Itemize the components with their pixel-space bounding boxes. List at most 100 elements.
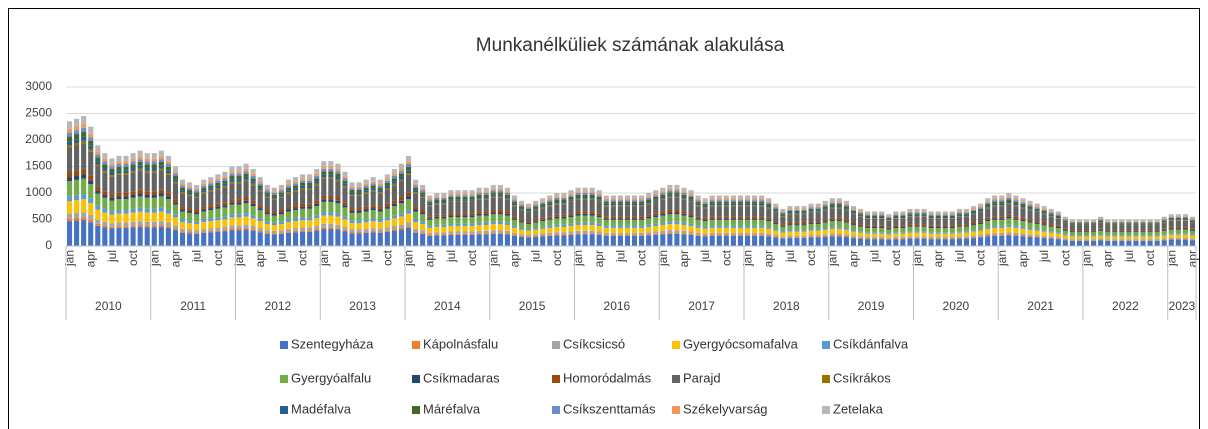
bar-segment: [928, 228, 934, 233]
bar-segment: [137, 196, 143, 208]
bar-segment: [660, 234, 666, 246]
bar-segment: [794, 238, 800, 246]
bar-segment: [144, 208, 150, 213]
bar-segment: [285, 232, 292, 246]
bar-segment: [201, 222, 207, 229]
bar-segment: [1034, 210, 1040, 212]
bar-segment: [328, 227, 334, 230]
bar-segment: [236, 199, 242, 203]
bar-segment: [490, 196, 496, 198]
bar-segment: [391, 175, 397, 179]
bar-segment: [1161, 222, 1167, 229]
bar-segment: [123, 192, 129, 197]
bar-segment: [907, 232, 913, 237]
bar-segment: [285, 187, 292, 191]
bar-segment: [1048, 224, 1054, 226]
bar-segment: [137, 168, 143, 171]
bar-segment: [540, 221, 546, 227]
bar-segment: [342, 202, 348, 206]
bar-segment: [872, 214, 878, 216]
bar-segment: [398, 168, 405, 172]
bar-segment: [1027, 203, 1033, 205]
bar-segment: [314, 181, 320, 184]
bar-segment: [850, 222, 857, 225]
bar-segment: [766, 198, 772, 202]
bar-segment: [787, 225, 793, 231]
bar-segment: [526, 236, 532, 238]
bar-segment: [963, 225, 970, 227]
x-tick-label: apr: [846, 250, 860, 267]
bar-segment: [257, 177, 263, 182]
bar-segment: [879, 217, 885, 219]
bar-segment: [631, 218, 638, 220]
bar-segment: [949, 218, 955, 226]
bar-segment: [116, 209, 122, 214]
bar-segment: [229, 217, 235, 226]
bar-segment: [307, 182, 313, 186]
bar-segment: [660, 222, 666, 226]
bar-segment: [540, 217, 546, 220]
bar-segment: [1069, 222, 1075, 224]
bar-segment: [497, 194, 503, 197]
bar-segment: [264, 230, 270, 233]
bar-segment: [123, 227, 129, 246]
bar-segment: [1105, 221, 1111, 223]
bar-segment: [928, 217, 934, 219]
bar-segment: [900, 238, 906, 240]
bar-segment: [879, 233, 885, 238]
bar-segment: [81, 199, 87, 213]
bar-segment: [709, 225, 715, 228]
bar-segment: [1006, 199, 1012, 202]
bar-segment: [596, 195, 602, 197]
bar-segment: [321, 195, 327, 200]
bar-segment: [752, 232, 758, 235]
bar-segment: [653, 199, 659, 201]
bar-segment: [787, 230, 793, 232]
bar-segment: [1168, 239, 1174, 240]
bar-segment: [1076, 221, 1083, 222]
bar-segment: [250, 215, 256, 219]
bar-segment: [893, 227, 899, 229]
bar-segment: [292, 208, 299, 211]
bar-segment: [1182, 218, 1188, 220]
bar-segment: [490, 233, 496, 246]
bar-segment: [872, 233, 878, 238]
bar-segment: [88, 219, 94, 223]
bar-segment: [469, 215, 475, 218]
bar-segment: [646, 218, 652, 225]
bar-segment: [314, 183, 320, 186]
x-tick-label: jul: [105, 250, 119, 263]
bar-segment: [377, 231, 383, 233]
bar-segment: [737, 206, 744, 217]
bar-segment: [66, 177, 73, 182]
bar-segment: [179, 190, 186, 193]
bar-segment: [208, 185, 214, 189]
bar-segment: [639, 219, 645, 226]
bar-segment: [865, 228, 871, 233]
bar-segment: [278, 230, 284, 233]
bar-segment: [914, 213, 920, 215]
bar-segment: [639, 201, 645, 204]
bar-segment: [1189, 222, 1196, 223]
bar-segment: [850, 214, 857, 223]
bar-segment: [907, 216, 913, 225]
bar-segment: [978, 223, 984, 230]
bar-segment: [1034, 237, 1040, 246]
bar-segment: [589, 194, 595, 198]
bar-segment: [1133, 221, 1139, 223]
bar-segment: [165, 170, 171, 174]
legend-label: Csíkrákos: [833, 370, 891, 385]
bar-segment: [610, 216, 616, 219]
bar-segment: [66, 121, 73, 129]
bar-segment: [1027, 219, 1033, 222]
bar-segment: [963, 214, 970, 216]
bar-segment: [518, 209, 525, 211]
bar-segment: [1055, 233, 1061, 238]
bar-segment: [992, 198, 998, 201]
bar-segment: [624, 203, 631, 206]
bar-segment: [81, 136, 87, 141]
bar-segment: [194, 214, 200, 222]
bar-segment: [857, 214, 864, 216]
bar-segment: [229, 202, 235, 205]
bar-segment: [151, 158, 157, 162]
